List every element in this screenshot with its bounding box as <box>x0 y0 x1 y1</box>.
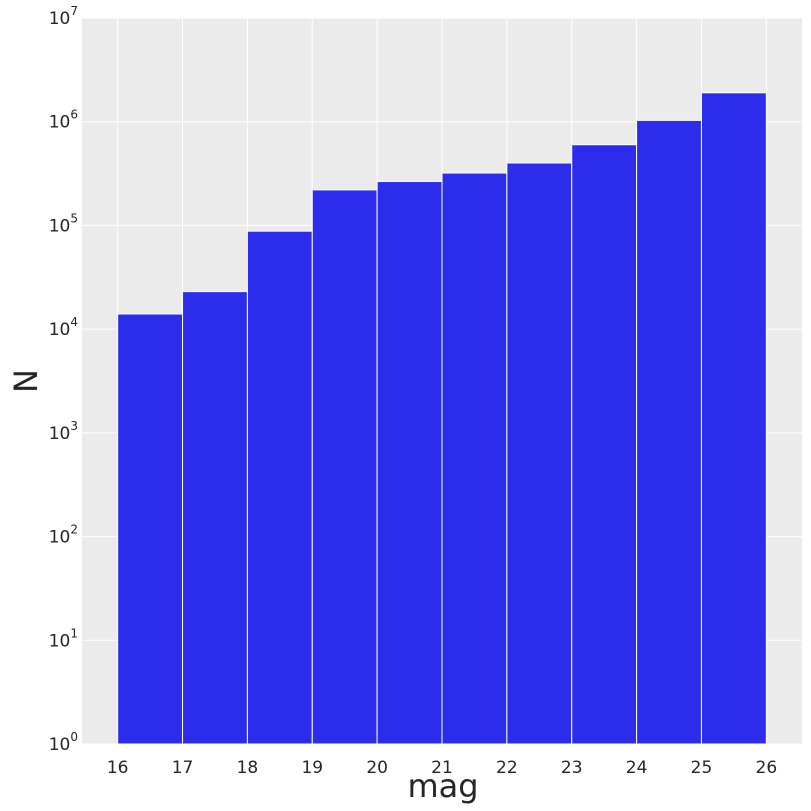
y-tick-base: 10 <box>49 631 71 651</box>
histogram-bar <box>311 189 378 745</box>
y-tick-label: 105 <box>49 211 78 236</box>
y-tick-exponent: 6 <box>70 108 78 122</box>
histogram-bar <box>246 230 313 745</box>
y-tick-exponent: 1 <box>70 626 78 640</box>
y-tick-exponent: 3 <box>70 419 78 433</box>
y-tick-exponent: 2 <box>70 523 78 537</box>
x-tick-label: 18 <box>237 758 259 778</box>
y-tick-base: 10 <box>49 320 71 340</box>
y-tick-exponent: 4 <box>70 315 78 329</box>
x-tick-label: 17 <box>172 758 194 778</box>
x-axis-label: mag <box>407 767 478 805</box>
histogram-bar <box>700 92 767 745</box>
histogram-bar <box>376 181 443 745</box>
y-tick-label: 107 <box>49 4 78 29</box>
x-axis-ticks: 16 17 18 19 20 21 22 23 24 25 26 <box>107 758 777 778</box>
histogram-bar <box>571 144 638 745</box>
histogram-bar <box>506 162 573 745</box>
y-tick-base: 10 <box>49 424 71 444</box>
x-tick-label: 21 <box>431 758 453 778</box>
y-tick-exponent: 5 <box>70 211 78 225</box>
y-tick-base: 10 <box>49 735 71 755</box>
y-tick-label: 106 <box>49 108 78 133</box>
y-tick-label: 104 <box>49 315 78 340</box>
x-tick-label: 24 <box>626 758 648 778</box>
y-tick-base: 10 <box>49 9 71 29</box>
y-tick-base: 10 <box>49 528 71 548</box>
y-tick-label: 103 <box>49 419 78 444</box>
y-tick-label: 101 <box>49 626 78 651</box>
y-tick-label: 102 <box>49 523 78 548</box>
x-tick-label: 22 <box>496 758 518 778</box>
x-tick-label: 25 <box>691 758 713 778</box>
histogram-bar <box>182 291 248 745</box>
histogram-bar <box>441 172 508 745</box>
histogram-bar <box>117 313 184 745</box>
y-tick-base: 10 <box>49 113 71 133</box>
x-tick-label: 26 <box>756 758 778 778</box>
y-tick-base: 10 <box>49 216 71 236</box>
x-tick-label: 16 <box>107 758 129 778</box>
y-tick-exponent: 7 <box>70 4 78 18</box>
y-tick-label: 100 <box>49 730 78 755</box>
x-tick-label: 19 <box>301 758 323 778</box>
x-tick-label: 23 <box>561 758 583 778</box>
bars <box>117 92 767 745</box>
x-tick-label: 20 <box>366 758 388 778</box>
histogram-bar <box>636 119 702 745</box>
y-tick-exponent: 0 <box>70 730 78 744</box>
y-axis-label: N <box>7 369 45 393</box>
